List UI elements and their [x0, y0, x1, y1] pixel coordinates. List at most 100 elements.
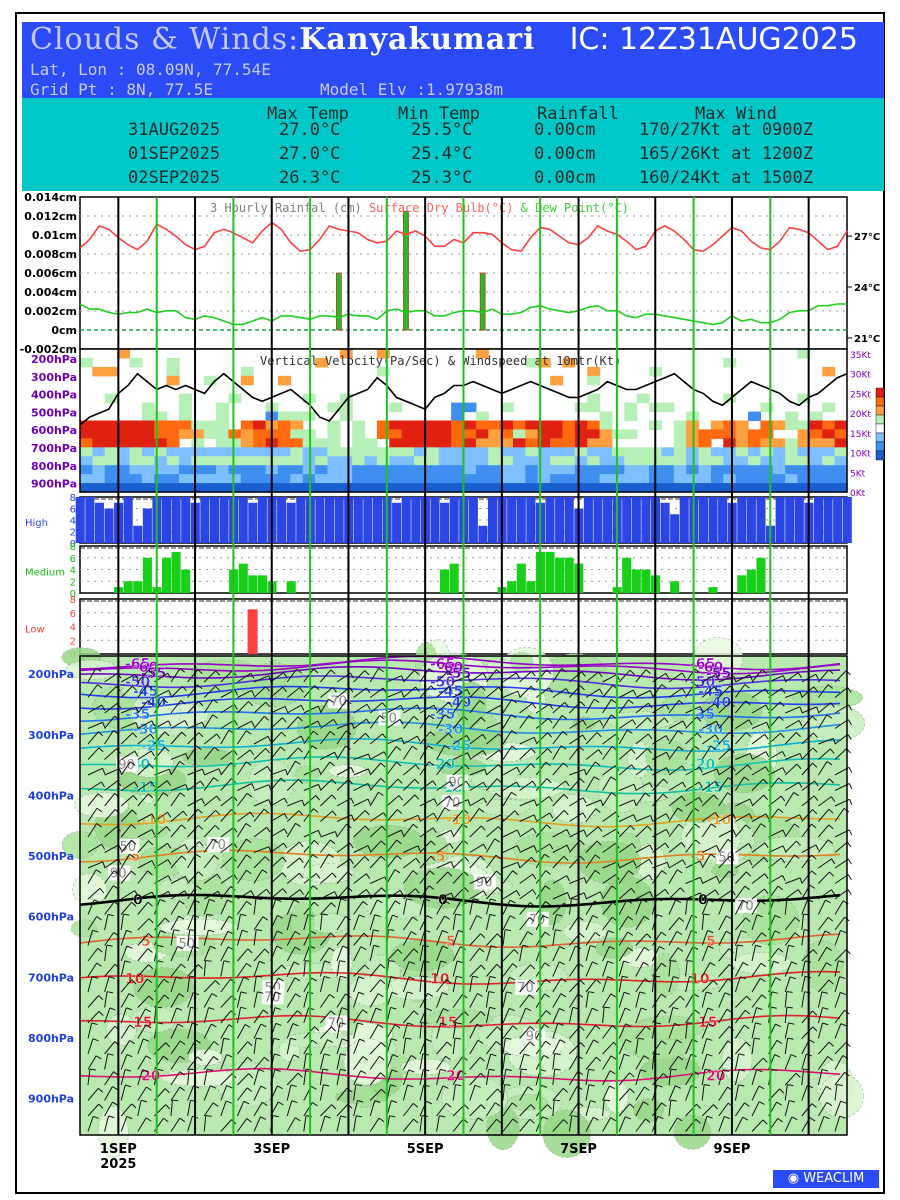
- wind-barb: [486, 814, 502, 822]
- velocity-cell: [327, 474, 341, 484]
- wind-barb: [735, 1009, 746, 1024]
- wind-barb: [369, 1007, 377, 1024]
- cloud-tick-label: 0: [70, 539, 76, 550]
- wind-barb: [203, 824, 216, 838]
- wind-barb: [635, 782, 650, 791]
- wind-barb-flag: [413, 715, 419, 721]
- velocity-cell: [376, 483, 390, 493]
- wind-barb-flag: [554, 1053, 561, 1055]
- wind-barb-flag: [126, 1116, 133, 1120]
- wind-barb-flag: [312, 885, 318, 890]
- velocity-cell: [154, 420, 168, 431]
- wind-barb: [403, 764, 417, 776]
- wind-barb: [602, 961, 609, 977]
- wind-barb: [220, 749, 234, 760]
- high-cloud-bar: [315, 497, 325, 543]
- wind-barb: [834, 1009, 846, 1024]
- wind-barb-flag: [256, 929, 263, 932]
- wind-barb-flag: [848, 704, 853, 711]
- wind-barb-flag: [334, 891, 338, 898]
- lat-lon: Lat, Lon : 08.09N, 77.54E: [30, 60, 271, 79]
- velocity-cell: [228, 465, 242, 475]
- velocity-cell: [822, 456, 836, 466]
- wind-barb-flag: [142, 1069, 149, 1073]
- wind-barb-flag: [268, 846, 272, 853]
- wind-barb-flag: [277, 915, 283, 919]
- velocity-cell: [364, 483, 378, 493]
- wind-barb-flag: [782, 845, 786, 852]
- wind-barb-flag: [314, 685, 320, 691]
- velocity-cell: [315, 438, 329, 448]
- wind-barb: [237, 792, 248, 807]
- velocity-cell: [290, 483, 304, 493]
- velocity-cell: [178, 483, 192, 493]
- velocity-cell: [500, 474, 514, 484]
- wind-barb-flag: [755, 944, 762, 948]
- wind-barb-flag: [159, 898, 166, 903]
- velocity-cell: [500, 420, 514, 431]
- wind-barb-flag: [474, 1084, 481, 1088]
- wind-barb: [735, 674, 750, 683]
- wind-barb-flag: [549, 703, 554, 710]
- wind-barb-flag: [168, 769, 172, 776]
- wind-barb-flag: [456, 960, 463, 964]
- wind-barb: [784, 1038, 789, 1055]
- wind-barb-flag: [129, 1024, 136, 1029]
- wind-barb-flag: [134, 750, 139, 757]
- wind-barb-flag: [564, 702, 569, 708]
- wind-barb: [104, 1007, 111, 1024]
- wind-barb: [353, 976, 360, 993]
- wind-barb-flag: [215, 685, 220, 691]
- wind-barb-flag: [433, 798, 438, 805]
- wind-barb: [718, 1069, 724, 1086]
- wind-barb-flag: [401, 675, 405, 682]
- velocity-cell: [240, 465, 254, 475]
- wind-barb-flag: [590, 945, 597, 948]
- wind-barb-flag: [442, 1085, 449, 1089]
- wind-barb-flag: [848, 767, 853, 773]
- wind-barb: [303, 1115, 307, 1132]
- wind-barb: [237, 1041, 248, 1055]
- wind-barb: [535, 812, 551, 822]
- velocity-cell: [154, 429, 168, 439]
- wind-barb: [585, 979, 597, 993]
- wind-barb: [87, 1022, 93, 1039]
- velocity-cell: [178, 474, 192, 484]
- wind-barb: [120, 673, 136, 683]
- wind-barb-flag: [246, 854, 252, 859]
- wind-barb-flag: [323, 975, 331, 979]
- wind-barb-flag: [396, 761, 402, 767]
- high-cloud-bar: [718, 497, 728, 543]
- wind-barb-flag: [379, 1055, 385, 1061]
- wind-barb-flag: [649, 891, 654, 898]
- wind-barb-flag: [112, 1086, 118, 1091]
- wind-barb: [485, 1102, 496, 1117]
- velocity-cell: [550, 429, 564, 439]
- wind-barb: [469, 876, 485, 884]
- wind-barb: [602, 1085, 610, 1101]
- wind-barb: [236, 838, 247, 853]
- velocity-cell: [240, 366, 254, 377]
- wind-barb: [751, 1022, 756, 1039]
- wind-barb-flag: [124, 960, 131, 963]
- wind-barb: [502, 672, 517, 683]
- wind-barb-flag: [510, 714, 517, 719]
- wind-barb-flag: [315, 795, 321, 801]
- wind-barb-flag: [494, 838, 500, 843]
- wind-barb-flag: [262, 1009, 269, 1014]
- velocity-cell: [438, 456, 452, 466]
- wind-barb-flag: [764, 842, 769, 848]
- wind-barb: [452, 1084, 456, 1101]
- velocity-cell: [315, 474, 329, 484]
- wind-barb: [602, 792, 612, 807]
- windspeed-tick-label: 10Kt: [850, 450, 871, 460]
- wind-barb-flag: [528, 715, 535, 720]
- velocity-cell: [401, 420, 415, 431]
- wind-barb: [519, 763, 532, 776]
- velocity-cell: [327, 438, 341, 448]
- wind-barb: [635, 733, 649, 745]
- wind-barb: [635, 1038, 639, 1055]
- wind-barb-flag: [364, 825, 370, 831]
- wind-barb-flag: [377, 993, 384, 998]
- wind-barb: [552, 780, 566, 791]
